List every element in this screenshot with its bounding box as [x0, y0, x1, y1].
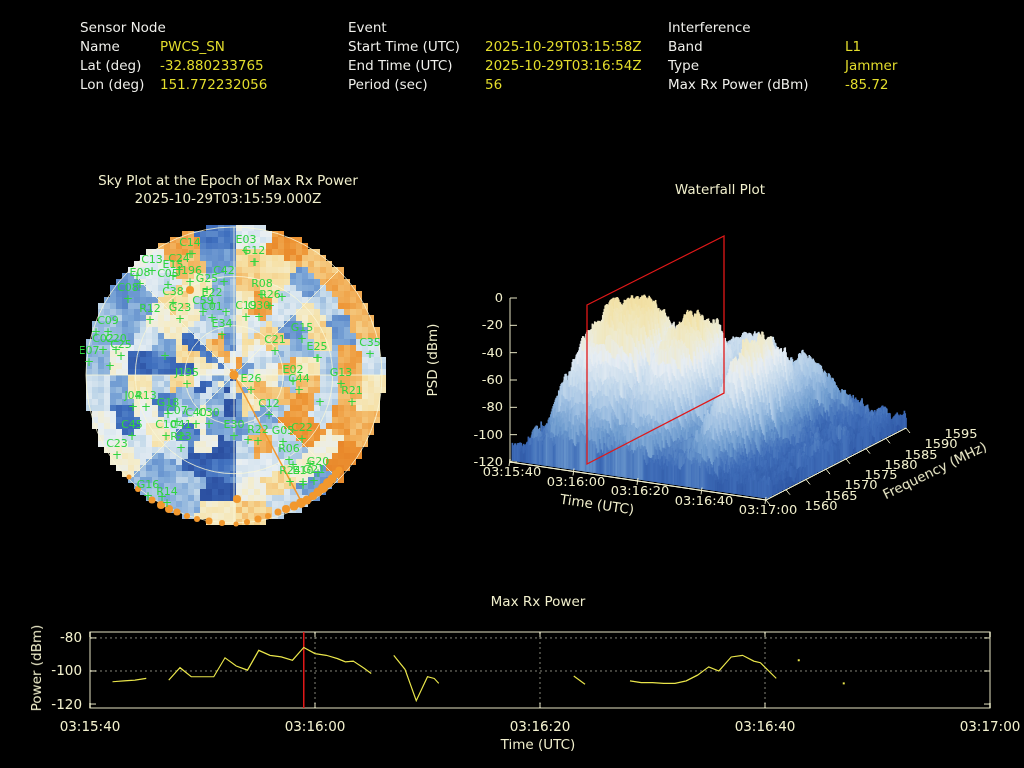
interference-type-label: Type — [668, 58, 700, 74]
sensor-lat-label: Lat (deg) — [80, 58, 142, 74]
event-end-label: End Time (UTC) — [348, 58, 453, 74]
power-chart-xlabel: Time (UTC) — [500, 737, 576, 753]
power-chart-ylabel: Power (dBm) — [29, 624, 45, 712]
interference-maxpower-label: Max Rx Power (dBm) — [668, 77, 809, 93]
event-end-value: 2025-10-29T03:16:54Z — [485, 58, 642, 74]
waterfall-title: Waterfall Plot — [674, 182, 766, 198]
event-section-title: Event — [348, 20, 387, 36]
waterfall-canvas — [420, 226, 1020, 556]
interference-type-value: Jammer — [845, 58, 898, 74]
skyplot-title-line2: 2025-10-29T03:15:59.000Z — [134, 191, 322, 207]
event-start-value: 2025-10-29T03:15:58Z — [485, 39, 642, 55]
sensor-node-section-title: Sensor Node — [80, 20, 166, 36]
event-period-value: 56 — [485, 77, 503, 93]
event-start-label: Start Time (UTC) — [348, 39, 460, 55]
sensor-lat-value: -32.880233765 — [160, 58, 264, 74]
sensor-lon-value: 151.772232056 — [160, 77, 268, 93]
waterfall-ylabel: PSD (dBm) — [425, 323, 441, 397]
power-chart-canvas — [0, 600, 1024, 768]
sensor-lon-label: Lon (deg) — [80, 77, 145, 93]
interference-maxpower-value: -85.72 — [845, 77, 889, 93]
event-period-label: Period (sec) — [348, 77, 428, 93]
sensor-name-value: PWCS_SN — [160, 39, 225, 55]
interference-band-label: Band — [668, 39, 703, 55]
skyplot-title-line1: Sky Plot at the Epoch of Max Rx Power — [98, 173, 358, 189]
skyplot-canvas — [80, 219, 392, 531]
sensor-name-label: Name — [80, 39, 120, 55]
interference-section-title: Interference — [668, 20, 751, 36]
interference-band-value: L1 — [845, 39, 862, 55]
